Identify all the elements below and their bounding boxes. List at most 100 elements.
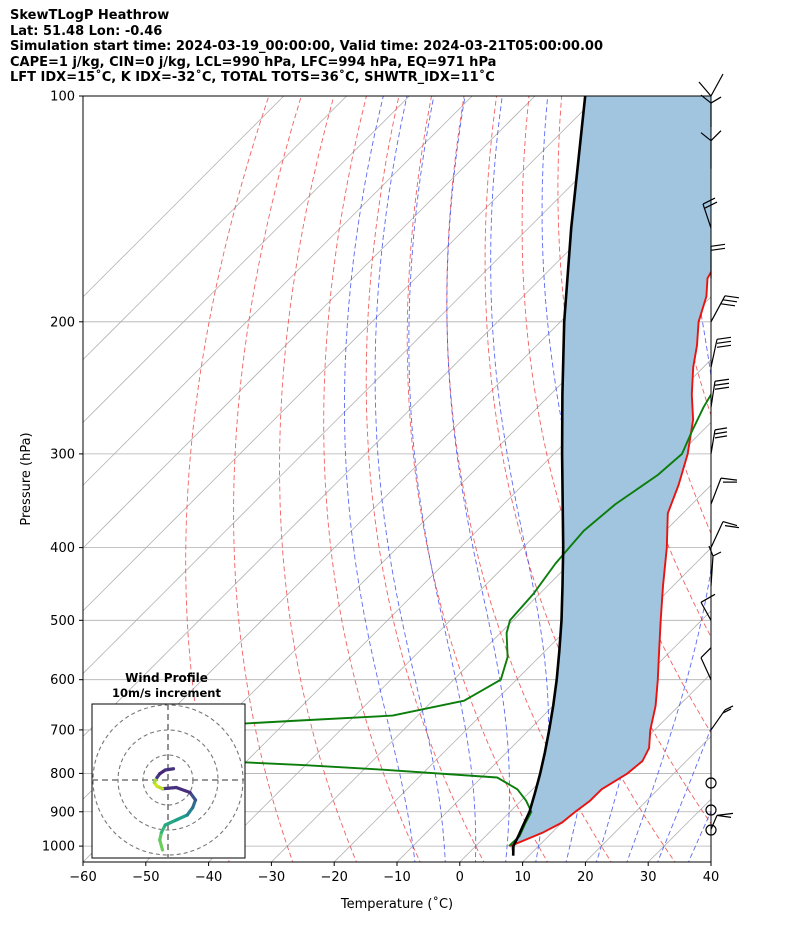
barb-stroke bbox=[716, 344, 732, 348]
wind-barb bbox=[710, 336, 732, 368]
barb-stroke bbox=[710, 381, 716, 408]
barb-stroke bbox=[710, 477, 722, 505]
dry-adiabat bbox=[757, 96, 794, 865]
isotherm bbox=[83, 96, 410, 423]
barb-stroke bbox=[716, 336, 732, 340]
barb-stroke bbox=[714, 435, 728, 439]
y-tick-label: 900 bbox=[50, 805, 75, 820]
dewpoint-line bbox=[179, 392, 711, 847]
dry-adiabat bbox=[279, 96, 357, 862]
moist-adiabat bbox=[374, 96, 446, 862]
x-tick-label: −30 bbox=[258, 870, 285, 885]
barb-stroke bbox=[700, 132, 712, 142]
moist-adiabat bbox=[626, 96, 711, 862]
barb-stroke bbox=[710, 295, 726, 323]
wind-barb bbox=[708, 545, 722, 587]
barb-stroke bbox=[716, 340, 732, 344]
axes: −60 −50 −40 −30 −20 −10 0 10 20 30 40 1000 900 800 700… bbox=[19, 90, 719, 913]
dry-adiabat bbox=[406, 96, 549, 862]
parcel-line bbox=[511, 96, 587, 856]
barb-stroke bbox=[722, 521, 738, 527]
barb-stroke bbox=[714, 431, 728, 435]
wind-barb bbox=[710, 705, 734, 731]
profile-lines bbox=[179, 96, 711, 856]
hodograph-segment bbox=[158, 838, 165, 852]
barb-stroke bbox=[702, 197, 716, 205]
isotherm bbox=[83, 170, 711, 800]
wind-barb bbox=[698, 73, 724, 97]
x-axis-label: Temperature (˚C) bbox=[340, 896, 453, 912]
barb-stroke bbox=[724, 525, 740, 529]
dry-adiabat bbox=[789, 96, 794, 865]
isotherm bbox=[270, 421, 711, 862]
wind-barb bbox=[710, 477, 738, 505]
y-tick-label: 400 bbox=[50, 541, 75, 556]
x-tick-label: −50 bbox=[132, 870, 159, 885]
hodograph-plot bbox=[92, 704, 245, 858]
y-tick-label: 600 bbox=[50, 673, 75, 688]
hodograph-subtitle: 10m/s increment bbox=[112, 686, 221, 700]
barb-stroke bbox=[700, 593, 716, 603]
x-tick-label: −10 bbox=[383, 870, 410, 885]
hodograph-segment bbox=[163, 767, 176, 772]
x-tick-label: 0 bbox=[456, 870, 464, 885]
cape-cin-shading bbox=[510, 96, 711, 856]
barb-stroke bbox=[714, 386, 730, 390]
barb-stroke bbox=[714, 378, 730, 382]
dry-adiabat bbox=[323, 96, 421, 862]
dry-adiabat bbox=[365, 96, 485, 862]
moist-adiabat bbox=[344, 96, 416, 862]
barb-stroke bbox=[700, 94, 712, 104]
barb-stroke bbox=[710, 709, 726, 731]
barb-stroke bbox=[720, 477, 738, 481]
moist-adiabat bbox=[446, 96, 510, 862]
y-axis-label: Pressure (hPa) bbox=[19, 432, 34, 525]
wind-barb bbox=[710, 427, 728, 454]
chart-title: SkewTLogP Heathrow bbox=[10, 8, 170, 23]
y-tick-label: 700 bbox=[50, 723, 75, 738]
isotherm bbox=[83, 96, 473, 486]
y-tick-label: 500 bbox=[50, 614, 75, 629]
hodograph-segment bbox=[174, 813, 189, 822]
wind-barb bbox=[700, 593, 716, 621]
wind-barbs bbox=[698, 73, 740, 836]
temperature-line bbox=[509, 270, 711, 847]
hodograph-segment bbox=[160, 785, 178, 791]
barb-stroke bbox=[710, 339, 718, 368]
index-line: LFT IDX=15˚C, K IDX=-32˚C, TOTAL TOTS=36… bbox=[10, 70, 495, 85]
barb-stroke bbox=[710, 96, 722, 104]
barb-stroke bbox=[714, 382, 730, 386]
barb-stroke bbox=[700, 647, 712, 659]
barb-stroke bbox=[710, 73, 724, 97]
wind-barb bbox=[700, 647, 712, 680]
wind-barb bbox=[702, 197, 718, 229]
wind-barb bbox=[700, 94, 722, 128]
x-tick-label: 40 bbox=[703, 870, 720, 885]
barb-stroke bbox=[716, 812, 734, 816]
barb-stroke bbox=[710, 130, 722, 142]
y-tick-label: 1000 bbox=[42, 840, 75, 855]
barb-stroke bbox=[702, 203, 712, 229]
barb-stroke bbox=[710, 521, 724, 548]
time-line: Simulation start time: 2024-03-19_00:00:… bbox=[10, 39, 603, 54]
wind-barb bbox=[710, 812, 734, 830]
y-tick-label: 300 bbox=[50, 447, 75, 462]
isotherm bbox=[83, 96, 599, 612]
wind-barb bbox=[710, 521, 740, 548]
barb-stroke bbox=[714, 427, 728, 431]
dry-adiabat bbox=[521, 96, 711, 825]
location-line: Lat: 51.48 Lon: -0.46 bbox=[10, 23, 163, 39]
dry-adiabat bbox=[185, 96, 270, 862]
barb-stroke bbox=[724, 705, 734, 711]
barb-stroke bbox=[720, 303, 736, 307]
calm-wind-circle bbox=[705, 777, 717, 789]
isotherm bbox=[771, 96, 794, 865]
barb-stroke bbox=[724, 295, 740, 299]
x-tick-label: −20 bbox=[320, 870, 347, 885]
barb-stroke bbox=[704, 201, 718, 209]
x-tick-label: −40 bbox=[195, 870, 222, 885]
barb-stroke bbox=[716, 814, 732, 818]
isotherm bbox=[710, 861, 711, 862]
moist-adiabat bbox=[490, 96, 550, 862]
